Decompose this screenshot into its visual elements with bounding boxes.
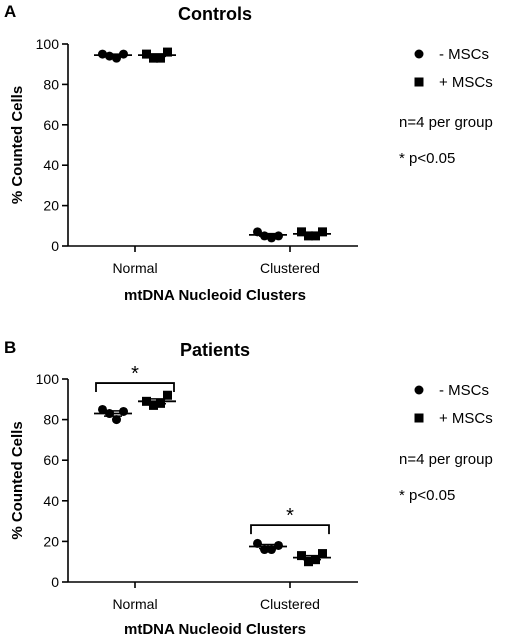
significance-bracket — [250, 524, 330, 535]
y-axis-label: % Counted Cells — [9, 421, 26, 539]
legend-label: - MSCs — [439, 382, 489, 399]
panel-a: A Controls 0 20 40 60 80 100 % Counted Cells Norm… — [4, 2, 493, 304]
y-tick-label: 0 — [51, 574, 59, 590]
data-point — [304, 557, 313, 567]
significance-marker: * — [131, 363, 139, 385]
y-tick-label: 100 — [36, 36, 60, 52]
y-tick-label: 60 — [43, 117, 59, 133]
legend-marker — [414, 49, 424, 59]
x-tick-label: Normal — [112, 596, 157, 612]
y-tick-label: 20 — [43, 533, 59, 549]
panel-letter: A — [4, 2, 16, 21]
legend-label: + MSCs — [439, 74, 493, 91]
x-axis-label: mtDNA Nucleoid Clusters — [124, 621, 306, 637]
y-tick-label: 80 — [43, 76, 59, 92]
series-plus-mscs — [138, 390, 331, 567]
annotation-text: * p<0.05 — [399, 150, 455, 167]
y-tick-label: 60 — [43, 452, 59, 468]
data-point — [98, 404, 107, 414]
panel-b: B Patients 0 20 40 60 80 100 % Counted Cells Norm… — [4, 338, 493, 637]
data-point — [142, 49, 151, 59]
legend: - MSCs + MSCs — [414, 46, 493, 91]
legend-label: + MSCs — [439, 410, 493, 427]
y-axis-label: % Counted Cells — [9, 86, 26, 204]
y-tick-label: 80 — [43, 412, 59, 428]
x-tick-label: Clustered — [260, 260, 320, 276]
legend-marker — [414, 385, 424, 395]
data-point — [297, 551, 306, 561]
panel-letter: B — [4, 338, 16, 357]
series-minus-mscs — [94, 404, 287, 555]
annotation-text: n=4 per group — [399, 114, 493, 131]
legend-label: - MSCs — [439, 46, 489, 63]
significance-bracket — [95, 382, 175, 393]
data-point — [304, 231, 313, 241]
annotation-text: * p<0.05 — [399, 487, 455, 504]
data-point — [318, 227, 327, 237]
series-plus-mscs — [138, 47, 331, 241]
data-point — [112, 415, 121, 425]
x-axis-label: mtDNA Nucleoid Clusters — [124, 287, 306, 304]
series-minus-mscs — [94, 49, 287, 243]
data-point — [163, 390, 172, 400]
x-tick-label: Clustered — [260, 596, 320, 612]
data-point — [156, 53, 165, 63]
x-tick-label: Normal — [112, 260, 157, 276]
y-tick-label: 100 — [36, 371, 60, 387]
legend-marker — [414, 413, 424, 423]
legend-marker — [414, 77, 424, 87]
y-tick-label: 40 — [43, 157, 59, 173]
y-tick-label: 0 — [51, 238, 59, 254]
chart-title: Patients — [180, 340, 250, 360]
y-tick-label: 20 — [43, 198, 59, 214]
data-point — [163, 47, 172, 57]
y-tick-label: 40 — [43, 493, 59, 509]
legend: - MSCs + MSCs — [414, 382, 493, 427]
data-point — [318, 549, 327, 559]
significance-marker: * — [286, 505, 294, 527]
annotation-text: n=4 per group — [399, 451, 493, 468]
data-point — [311, 231, 320, 241]
data-point — [149, 400, 158, 410]
chart-title: Controls — [178, 4, 252, 24]
data-point — [149, 53, 158, 63]
data-point — [274, 540, 283, 550]
data-point — [297, 227, 306, 237]
